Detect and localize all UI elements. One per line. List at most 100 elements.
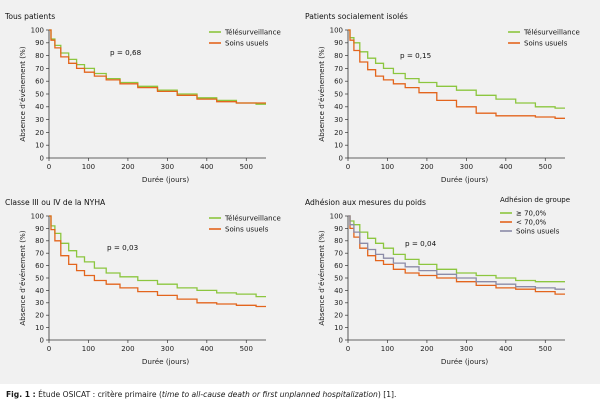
x-axis-label: Durée (jours) <box>142 175 189 184</box>
y-tick-label: 90 <box>334 39 343 47</box>
y-tick-label: 70 <box>334 250 343 258</box>
y-tick-label: 10 <box>35 324 44 332</box>
legend-label-1: Télésurveillance <box>224 215 281 223</box>
x-axis-label: Durée (jours) <box>441 175 488 184</box>
series-line-2 <box>49 215 266 308</box>
x-tick-label: 0 <box>47 345 51 353</box>
y-tick-label: 20 <box>35 129 44 137</box>
y-tick-label: 30 <box>35 116 44 124</box>
legend-label-2: Soins usuels <box>225 40 269 48</box>
chart-title: Patients socialement isolés <box>305 12 408 21</box>
legend-label-2: Soins usuels <box>524 40 568 48</box>
y-tick-label: 40 <box>35 103 44 111</box>
legend-label-2: Soins usuels <box>225 226 269 234</box>
caption-text-before: Étude OSICAT : critère primaire ( <box>35 390 162 399</box>
legend-label-1: Télésurveillance <box>523 29 580 37</box>
y-tick-label: 100 <box>330 212 343 220</box>
x-tick-label: 400 <box>499 163 512 171</box>
y-axis-label: Absence d’événement (%) <box>317 46 326 141</box>
y-tick-label: 80 <box>35 237 44 245</box>
chart-panel-3: Classe III ou IV de la NYHA 0 10 20 30 40 50 60… <box>5 198 281 366</box>
p-value-annotation: p = 0,15 <box>400 51 431 60</box>
x-tick-label: 100 <box>82 345 95 353</box>
y-tick-label: 30 <box>35 299 44 307</box>
legend-label-2: < 70,0% <box>516 219 547 227</box>
x-tick-label: 0 <box>346 163 350 171</box>
chart-panel-4: Adhésion aux mesures du poids 0 10 20 30 40 50… <box>305 196 570 366</box>
figure-caption: Fig. 1 : Étude OSICAT : critère primaire… <box>6 390 596 399</box>
x-tick-label: 300 <box>460 163 473 171</box>
legend-label-3: Soins usuels <box>516 228 560 236</box>
y-tick-label: 70 <box>35 65 44 73</box>
caption-text-after: ) [1]. <box>377 390 397 399</box>
p-value-annotation: p = 0,68 <box>110 48 142 57</box>
x-tick-label: 300 <box>161 163 174 171</box>
y-tick-label: 40 <box>35 287 44 295</box>
y-tick-label: 60 <box>334 78 343 86</box>
y-tick-label: 40 <box>334 287 343 295</box>
x-tick-label: 100 <box>381 345 394 353</box>
x-tick-label: 0 <box>47 163 51 171</box>
y-tick-label: 80 <box>334 237 343 245</box>
x-tick-label: 200 <box>420 163 433 171</box>
y-tick-label: 100 <box>31 212 44 220</box>
x-tick-label: 100 <box>381 163 394 171</box>
y-tick-label: 0 <box>339 336 343 344</box>
y-tick-label: 50 <box>334 274 343 282</box>
figure-frame: Tous patients 0 10 20 30 40 50 60 70 80 90 100 0 100 2… <box>0 0 600 384</box>
y-tick-label: 50 <box>35 274 44 282</box>
y-tick-label: 100 <box>31 26 44 34</box>
y-axis-label: Absence d’événement (%) <box>18 46 27 141</box>
y-tick-label: 20 <box>334 129 343 137</box>
y-tick-label: 10 <box>334 142 343 150</box>
x-tick-label: 500 <box>240 345 253 353</box>
caption-text-italic: time to all-cause death or first unplann… <box>161 390 378 399</box>
x-tick-label: 300 <box>460 345 473 353</box>
y-tick-label: 60 <box>35 262 44 270</box>
x-tick-label: 400 <box>499 345 512 353</box>
series-line-2 <box>49 29 266 104</box>
y-tick-label: 10 <box>334 324 343 332</box>
y-tick-label: 60 <box>334 262 343 270</box>
x-tick-label: 100 <box>82 163 95 171</box>
chart-panel-2: Patients socialement isolés 0 10 20 30 40 50 60… <box>305 12 580 184</box>
legend-label-1: ≥ 70,0% <box>516 210 547 218</box>
chart-title: Adhésion aux mesures du poids <box>305 198 426 207</box>
y-tick-label: 40 <box>334 103 343 111</box>
y-tick-label: 0 <box>40 154 44 162</box>
y-tick-label: 0 <box>40 336 44 344</box>
legend-label-1: Télésurveillance <box>224 29 281 37</box>
x-tick-label: 400 <box>200 163 213 171</box>
legend-title: Adhésion de groupe <box>500 196 570 204</box>
y-tick-label: 90 <box>334 225 343 233</box>
y-tick-label: 0 <box>339 154 343 162</box>
y-axis-label: Absence d’événement (%) <box>18 230 27 325</box>
y-tick-label: 80 <box>35 52 44 60</box>
x-tick-label: 500 <box>240 163 253 171</box>
chart-title: Tous patients <box>4 12 55 21</box>
y-axis-label: Absence d’événement (%) <box>317 230 326 325</box>
y-tick-label: 30 <box>334 299 343 307</box>
series-line-1 <box>348 215 565 283</box>
y-tick-label: 30 <box>334 116 343 124</box>
y-tick-label: 70 <box>35 250 44 258</box>
y-tick-label: 90 <box>35 39 44 47</box>
y-tick-label: 60 <box>35 78 44 86</box>
series-line-3 <box>348 215 565 290</box>
y-tick-label: 20 <box>334 312 343 320</box>
y-tick-label: 10 <box>35 142 44 150</box>
caption-label: Fig. 1 : <box>6 390 36 399</box>
p-value-annotation: p = 0,03 <box>107 243 138 252</box>
x-tick-label: 200 <box>420 345 433 353</box>
x-tick-label: 300 <box>161 345 174 353</box>
y-tick-label: 20 <box>35 312 44 320</box>
series-line-2 <box>348 215 565 295</box>
y-tick-label: 50 <box>35 90 44 98</box>
x-tick-label: 200 <box>121 163 134 171</box>
x-tick-label: 500 <box>539 163 552 171</box>
x-axis-label: Durée (jours) <box>441 357 488 366</box>
y-tick-label: 90 <box>35 225 44 233</box>
y-tick-label: 70 <box>334 65 343 73</box>
chart-panel-1: Tous patients 0 10 20 30 40 50 60 70 80 90 100 0 100 2… <box>4 12 281 184</box>
